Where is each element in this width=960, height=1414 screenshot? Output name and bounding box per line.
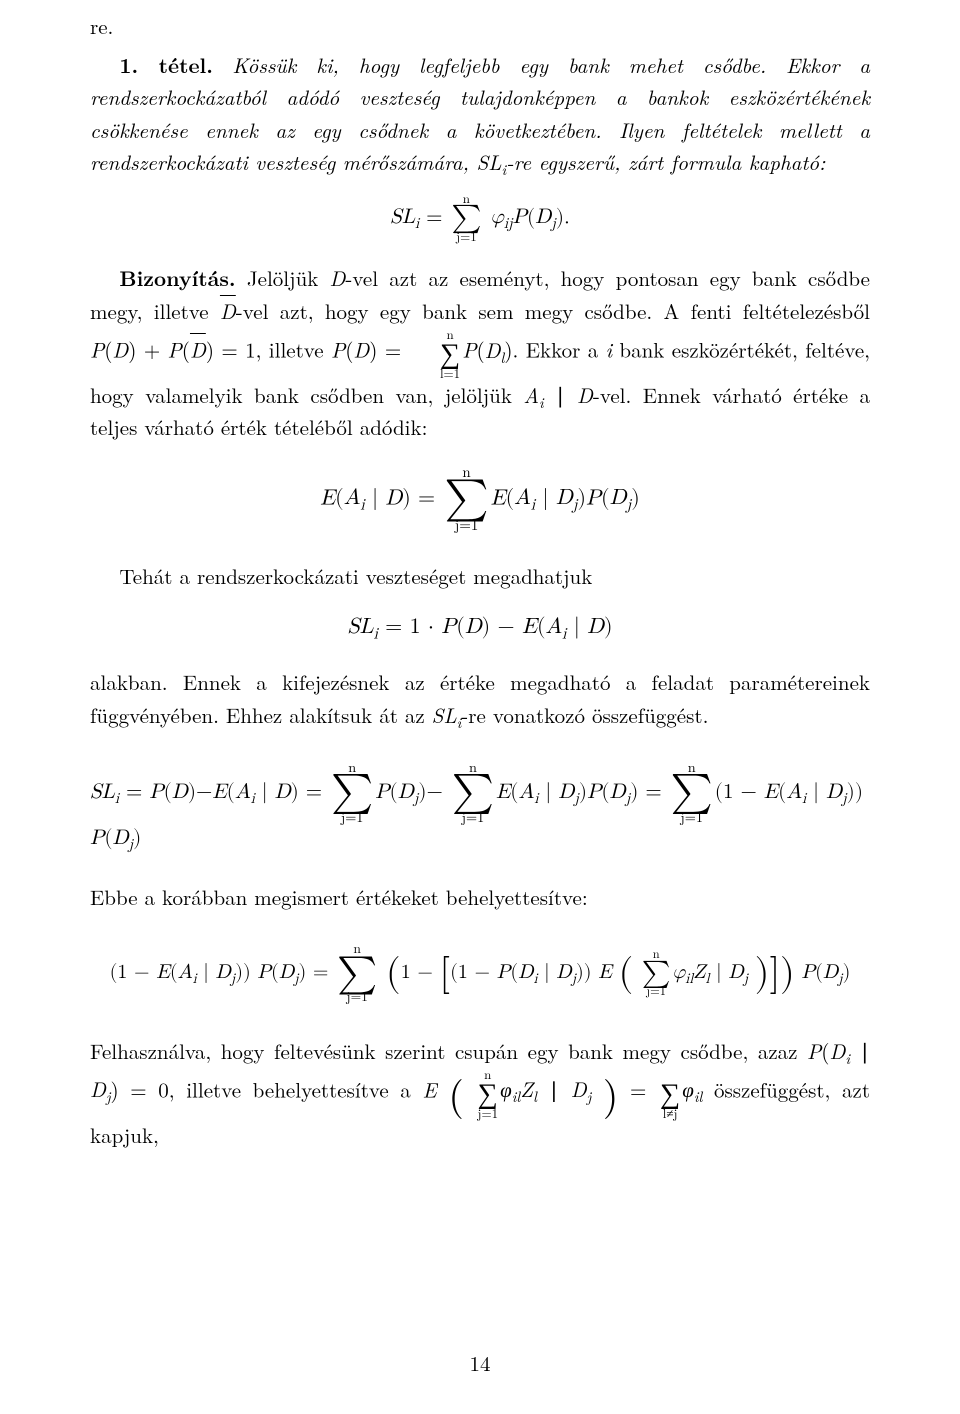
proof-paragraph-1: Bizonyítás. Jelöljük D-vel azt az esemén… — [90, 262, 870, 444]
proof-paragraph-4: Ebbe a korábban megismert értékeket behe… — [90, 881, 870, 914]
proof-paragraph-2: Tehát a rendszerkockázati veszteséget me… — [90, 560, 870, 593]
page-container: re. 1. tétel. Kössük ki, hogy legfeljebb… — [0, 0, 960, 1414]
formula-substitute: (1 − E(Ai ∣ Dj)) P(Dj) = n ∑ j=1 (1 − [(… — [90, 943, 870, 1004]
formula-SLi-expand: SLi = P(D)−E(Ai ∣ D) = n ∑ j=1 P(Dj)− n … — [90, 761, 870, 850]
formula-SLi: SLi = n ∑ j=1 φijP(Dj). — [90, 193, 870, 245]
page-number: 14 — [0, 1348, 960, 1378]
proof-paragraph-5: Felhasználva, hogy feltevésünk szerint c… — [90, 1035, 870, 1152]
formula-EAD: E(Ai ∣ D) = n ∑ j=1 E(Ai ∣ Dj)P(Dj) — [90, 466, 870, 534]
proof-label: Bizonyítás. — [119, 263, 235, 293]
fragment-top: re. — [90, 10, 870, 43]
formula-SLi-2: SLi = 1 · P(D) − E(Ai ∣ D) — [90, 614, 870, 640]
theorem-body: 1. tétel. Kössük ki, hogy legfeljebb egy… — [90, 49, 870, 179]
theorem-label: 1. tétel. — [119, 50, 213, 80]
proof-paragraph-3: alakban. Ennek a kifejezésnek az értéke … — [90, 666, 870, 731]
